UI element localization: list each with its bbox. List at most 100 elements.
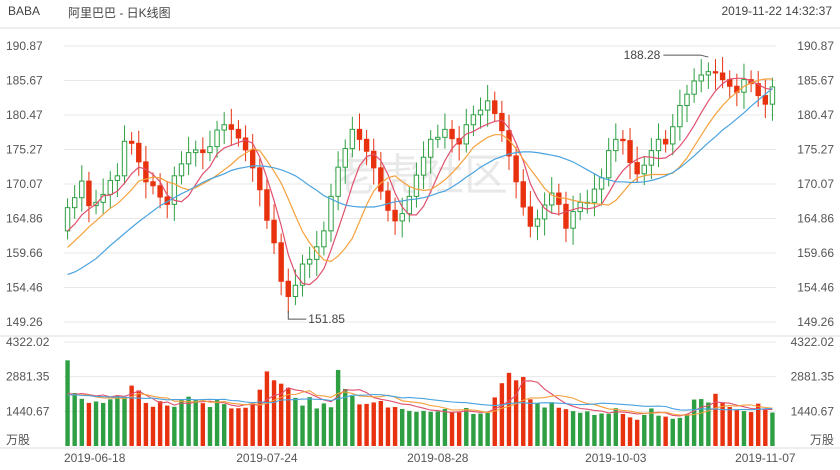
- chart-title: 阿里巴巴 - 日K线图: [68, 6, 171, 20]
- volume-bar: [399, 408, 405, 446]
- volume-ma20-line: [67, 393, 773, 411]
- volume-bar: [79, 398, 85, 446]
- candle: [769, 86, 776, 105]
- volume-bar: [264, 371, 270, 446]
- volume-bar: [72, 393, 77, 446]
- volume-bar: [314, 408, 319, 446]
- candle: [271, 219, 277, 244]
- volume-bar: [464, 407, 469, 446]
- volume-ma10-line: [67, 390, 773, 416]
- volume-bar: [577, 412, 583, 446]
- price-tick-label-left: 159.66: [6, 246, 43, 260]
- candle: [185, 152, 192, 165]
- candle: [314, 246, 320, 260]
- volume-bar: [257, 389, 263, 446]
- candle: [613, 138, 619, 152]
- candle: [193, 149, 199, 154]
- price-ma10-line: [67, 78, 773, 263]
- candle: [363, 138, 370, 152]
- candle: [299, 263, 306, 286]
- volume-bar: [620, 413, 626, 446]
- price-tick-label-right: 154.46: [797, 281, 834, 295]
- volume-bar: [392, 407, 398, 446]
- candle: [278, 242, 284, 282]
- volume-bar: [770, 412, 775, 446]
- date-tick-label: 2019-10-03: [585, 451, 647, 465]
- candle: [242, 137, 249, 151]
- candle: [207, 146, 213, 154]
- candle: [392, 209, 398, 222]
- volume-tick-label-left: 2881.35: [6, 370, 50, 384]
- high-annotation-leader: [663, 54, 709, 58]
- volume-bar: [456, 412, 462, 446]
- candle: [627, 140, 633, 164]
- volume-bar: [755, 403, 761, 446]
- price-tick-label-left: 185.67: [6, 73, 43, 87]
- volume-bar: [478, 413, 483, 446]
- candle: [641, 164, 647, 175]
- volume-bar: [278, 383, 284, 446]
- volume-bar: [385, 407, 391, 446]
- volume-tick-label-left: 1440.67: [6, 404, 50, 418]
- candle: [228, 124, 235, 130]
- volume-bar: [286, 387, 291, 446]
- volume-bar: [150, 406, 156, 446]
- candle: [563, 203, 569, 229]
- volume-bar: [656, 415, 661, 446]
- volume-bar: [763, 409, 768, 446]
- volume-bar: [627, 417, 633, 446]
- volume-bar: [691, 399, 697, 446]
- volume-bar: [727, 407, 732, 446]
- candle: [527, 206, 534, 227]
- candle: [762, 95, 769, 105]
- volume-bar: [542, 407, 547, 446]
- candle: [150, 181, 156, 187]
- volume-unit-label-right: 万股: [810, 433, 834, 447]
- volume-bar: [435, 411, 441, 446]
- candle: [321, 230, 327, 248]
- volume-bar: [563, 409, 569, 446]
- ticker-symbol: BABA: [8, 4, 41, 18]
- date-tick-label: 2019-11-07: [735, 451, 796, 465]
- candle: [492, 100, 498, 114]
- volume-bar: [663, 416, 668, 446]
- header-bar: BABA 阿里巴巴 - 日K线图 2019-11-22 14:32:37: [0, 0, 840, 22]
- volume-bar: [179, 399, 184, 446]
- volume-bar: [157, 401, 163, 446]
- volume-bar: [300, 405, 305, 446]
- candle: [435, 136, 441, 140]
- volume-bar: [186, 396, 191, 446]
- volume-bar: [506, 372, 512, 446]
- candle: [712, 71, 719, 74]
- volume-bar: [521, 376, 526, 446]
- timestamp: 2019-11-22 14:32:37: [721, 4, 832, 18]
- volume-bar: [407, 410, 412, 446]
- volume-bar: [556, 407, 562, 446]
- volume-bar: [442, 408, 448, 446]
- price-tick-label-left: 154.46: [6, 281, 43, 295]
- volume-bar: [335, 369, 341, 446]
- volume-bar: [165, 405, 170, 446]
- volume-bar: [449, 412, 455, 446]
- candle: [71, 197, 78, 209]
- candle: [691, 80, 697, 95]
- volume-bar: [136, 390, 141, 446]
- volume-bar: [513, 380, 519, 446]
- candle: [484, 100, 491, 111]
- volume-bar: [535, 403, 540, 446]
- candle: [157, 185, 163, 198]
- candle: [705, 71, 712, 76]
- candle: [420, 156, 427, 176]
- candle: [114, 175, 121, 181]
- volume-bar: [108, 399, 113, 446]
- candle: [86, 180, 92, 207]
- volume-bar: [307, 397, 312, 446]
- volume-bar: [670, 418, 675, 446]
- candle: [655, 138, 662, 152]
- volume-bar: [115, 395, 120, 446]
- candle: [378, 167, 384, 192]
- volume-bar: [549, 402, 554, 446]
- candle: [178, 163, 185, 177]
- candle: [235, 128, 242, 139]
